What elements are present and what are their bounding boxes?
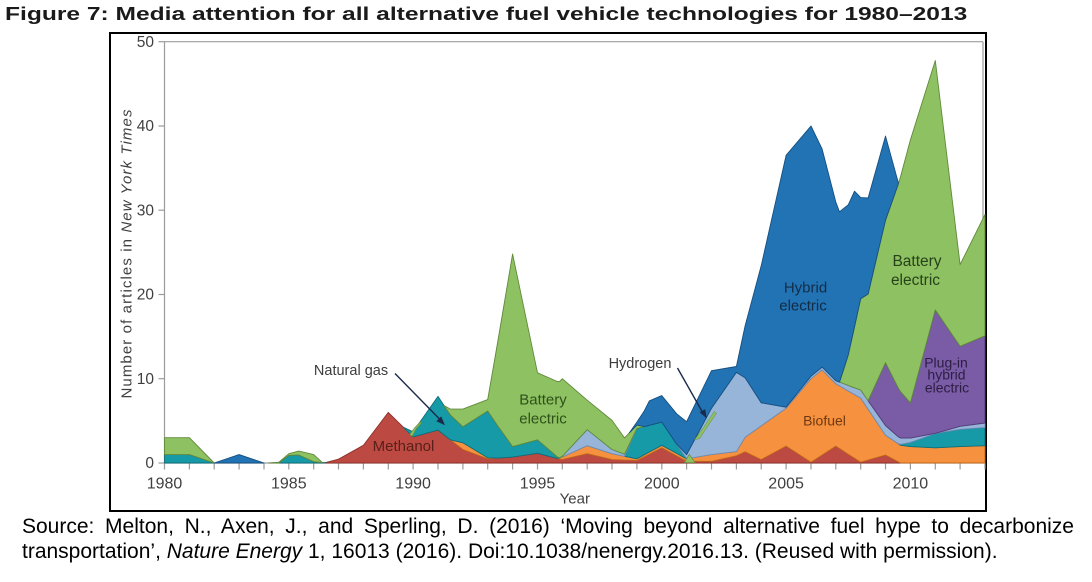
svg-text:Battery: Battery xyxy=(519,392,567,409)
svg-text:Methanol: Methanol xyxy=(373,438,435,455)
svg-text:Number of articles in New York: Number of articles in New York Times xyxy=(119,108,136,398)
svg-text:2005: 2005 xyxy=(768,476,804,493)
svg-text:40: 40 xyxy=(137,118,155,135)
svg-text:Hydrogen: Hydrogen xyxy=(609,356,672,372)
svg-text:Biofuel: Biofuel xyxy=(803,413,846,429)
svg-text:2000: 2000 xyxy=(644,476,680,493)
svg-text:1990: 1990 xyxy=(395,476,431,493)
svg-text:1980: 1980 xyxy=(147,476,183,493)
svg-text:electric: electric xyxy=(779,298,827,315)
svg-text:Hybrid: Hybrid xyxy=(784,280,827,297)
svg-text:50: 50 xyxy=(137,34,155,51)
svg-text:Plug-in: Plug-in xyxy=(924,355,968,371)
svg-text:0: 0 xyxy=(145,455,154,472)
svg-text:30: 30 xyxy=(137,202,155,219)
svg-text:1985: 1985 xyxy=(271,476,307,493)
svg-text:10: 10 xyxy=(137,371,155,388)
svg-text:hybrid: hybrid xyxy=(927,367,965,383)
svg-text:electric: electric xyxy=(925,380,969,396)
svg-text:2010: 2010 xyxy=(893,476,929,493)
svg-text:Year: Year xyxy=(560,491,590,508)
svg-text:electric: electric xyxy=(891,272,940,289)
svg-text:Natural gas: Natural gas xyxy=(314,363,388,379)
svg-text:20: 20 xyxy=(137,287,155,304)
svg-text:electric: electric xyxy=(519,411,567,428)
svg-text:Battery: Battery xyxy=(892,253,941,270)
svg-text:1995: 1995 xyxy=(520,476,556,493)
